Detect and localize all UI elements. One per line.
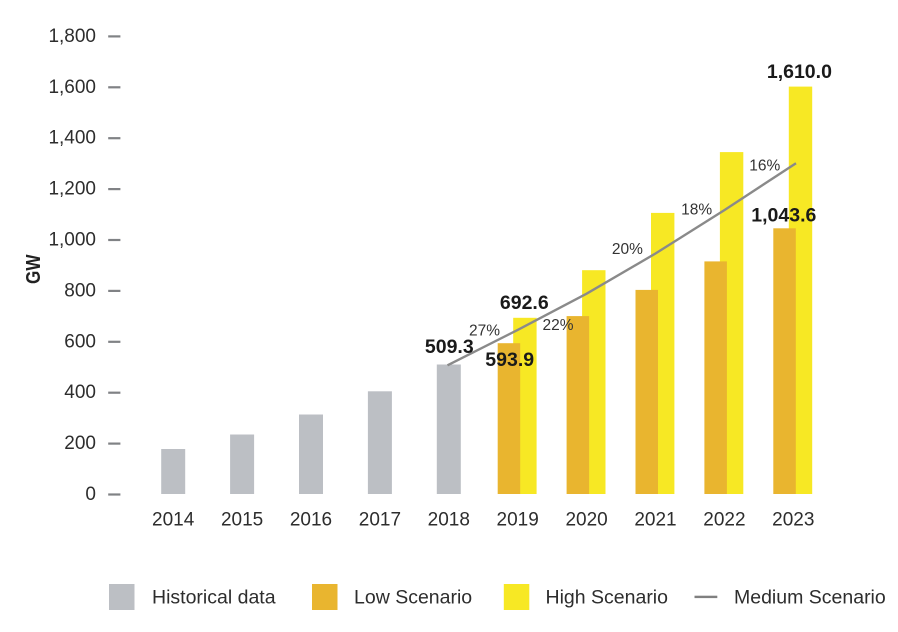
svg-text:High Scenario: High Scenario [546,586,669,608]
svg-text:27%: 27% [469,323,500,340]
svg-text:1,200: 1,200 [48,179,96,200]
svg-text:1,800: 1,800 [48,26,96,47]
svg-text:2019: 2019 [497,510,539,531]
svg-text:692.6: 692.6 [500,292,549,314]
svg-text:2022: 2022 [703,510,745,531]
svg-text:1,610.0: 1,610.0 [767,61,832,83]
svg-text:2017: 2017 [359,510,401,531]
svg-text:2016: 2016 [290,510,332,531]
svg-text:1,600: 1,600 [48,77,96,98]
svg-text:593.9: 593.9 [485,349,534,371]
svg-text:20%: 20% [612,241,643,258]
svg-text:16%: 16% [749,158,780,175]
svg-text:600: 600 [64,331,96,352]
svg-text:2014: 2014 [152,510,195,531]
svg-text:1,043.6: 1,043.6 [751,204,816,226]
svg-text:Medium Scenario: Medium Scenario [734,586,886,608]
svg-text:2023: 2023 [772,510,814,531]
svg-text:1,400: 1,400 [48,128,96,149]
svg-text:22%: 22% [542,317,573,334]
svg-text:1,000: 1,000 [48,230,96,251]
svg-text:2020: 2020 [565,510,607,531]
svg-text:400: 400 [64,382,96,403]
svg-text:2015: 2015 [221,510,263,531]
svg-text:Historical data: Historical data [152,586,276,608]
svg-text:200: 200 [64,433,96,454]
svg-text:0: 0 [85,484,96,505]
svg-text:Low Scenario: Low Scenario [354,586,472,608]
svg-text:509.3: 509.3 [425,336,474,358]
svg-text:18%: 18% [681,202,712,219]
svg-text:2018: 2018 [428,510,470,531]
svg-text:2021: 2021 [634,510,676,531]
svg-text:GW: GW [23,254,45,284]
svg-text:800: 800 [64,280,96,301]
